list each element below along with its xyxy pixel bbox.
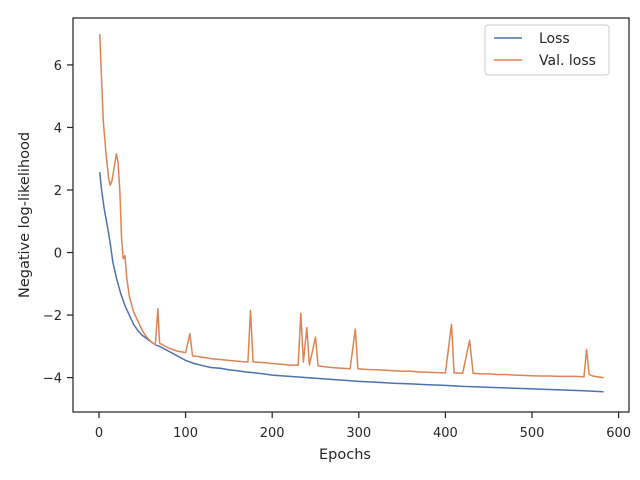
y-tick-label: −2: [43, 309, 62, 324]
plot-background: [73, 18, 629, 412]
x-tick-label: 200: [260, 426, 285, 441]
legend-label-loss: Loss: [539, 31, 570, 47]
y-tick-label: 0: [54, 247, 62, 262]
series-line-val-loss: [99, 33, 604, 379]
x-axis-title: Epochs: [319, 447, 371, 463]
plot-frame: [72, 17, 630, 413]
y-tick-label: 6: [54, 59, 62, 74]
y-tick-label: 2: [54, 184, 62, 199]
series-line-loss: [99, 172, 604, 393]
y-axis: −4 −2 0 2 4 6: [43, 59, 73, 387]
y-axis-title: Negative log-likelihood: [17, 132, 33, 298]
legend: Loss Val. loss: [484, 24, 610, 76]
x-tick-label: 400: [433, 426, 458, 441]
x-tick-label: 600: [606, 426, 631, 441]
y-tick-label: 4: [54, 121, 62, 136]
x-tick-label: 0: [95, 426, 103, 441]
series-layer: [99, 33, 604, 393]
y-tick-label: −4: [43, 372, 62, 387]
x-axis: 0 100 200 300 400 500 600: [95, 412, 631, 441]
legend-label-val-loss: Val. loss: [539, 53, 596, 69]
x-tick-label: 300: [346, 426, 371, 441]
x-tick-label: 100: [173, 426, 198, 441]
x-tick-label: 500: [520, 426, 545, 441]
